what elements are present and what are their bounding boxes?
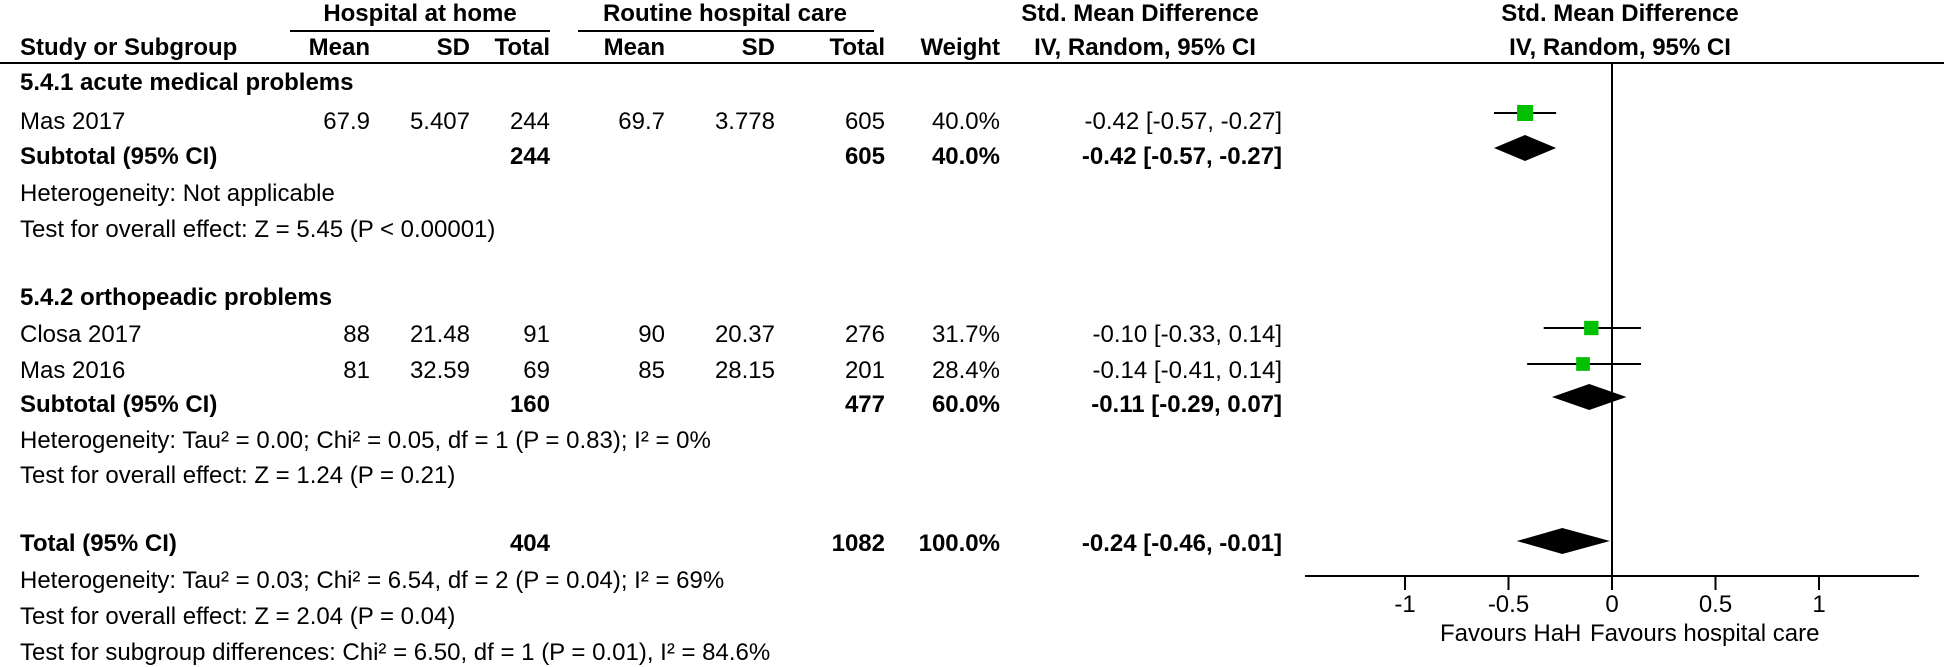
col-header-total-hah: Total bbox=[494, 34, 550, 61]
overall-effect-text: Test for overall effect: Z = 1.24 (P = 0… bbox=[20, 462, 456, 489]
x-axis-tick-label: -1 bbox=[1394, 591, 1415, 618]
study-mean-routine: 90 bbox=[638, 321, 665, 348]
subtotal-total-hah: 244 bbox=[509, 143, 550, 170]
study-name: Closa 2017 bbox=[20, 321, 142, 348]
study-mean-hah: 81 bbox=[343, 357, 370, 384]
study-sd-routine: 3.778 bbox=[714, 108, 775, 135]
study-ci: -0.10 [-0.33, 0.14] bbox=[1092, 321, 1282, 348]
subgroup-differences-text: Test for subgroup differences: Chi² = 6.… bbox=[20, 639, 771, 666]
study-weight: 40.0% bbox=[931, 108, 1000, 135]
study-sd-hah: 21.48 bbox=[409, 321, 470, 348]
study-weight: 31.7% bbox=[931, 321, 1000, 348]
study-total-hah: 244 bbox=[509, 108, 550, 135]
col-header-sd-hah: SD bbox=[436, 34, 470, 61]
study-name: Mas 2016 bbox=[20, 357, 126, 384]
study-sd-hah: 5.407 bbox=[409, 108, 470, 135]
subtotal-total-hah: 160 bbox=[509, 391, 550, 418]
subtotal-total-routine: 605 bbox=[844, 143, 885, 170]
study-weight: 28.4% bbox=[931, 357, 1000, 384]
header-divider bbox=[0, 62, 1944, 64]
group-header-std-mean-difference: Std. Mean Difference bbox=[1021, 0, 1259, 27]
plot-header-method: IV, Random, 95% CI bbox=[1509, 34, 1731, 61]
total-ci: -0.24 [-0.46, -0.01] bbox=[1081, 530, 1282, 557]
study-total-routine: 201 bbox=[844, 357, 885, 384]
total-weight: 100.0% bbox=[918, 530, 1000, 557]
heterogeneity-text: Heterogeneity: Tau² = 0.03; Chi² = 6.54,… bbox=[20, 567, 725, 594]
study-mean-routine: 69.7 bbox=[618, 108, 665, 135]
x-axis-tick-label: 0.5 bbox=[1699, 591, 1732, 618]
pooled-diamond bbox=[1494, 135, 1557, 161]
group-underline-hah bbox=[290, 30, 550, 32]
group-underline-routine bbox=[578, 30, 874, 32]
group-header-routine-hospital-care: Routine hospital care bbox=[602, 0, 848, 27]
col-header-sd-routine: SD bbox=[741, 34, 775, 61]
study-sd-routine: 28.15 bbox=[714, 357, 775, 384]
total-label: Total (95% CI) bbox=[20, 530, 177, 557]
favours-right-label: Favours hospital care bbox=[1590, 620, 1820, 647]
favours-left-label: Favours HaH bbox=[1440, 620, 1582, 647]
subtotal-weight: 60.0% bbox=[931, 391, 1000, 418]
x-axis-tick-label: 1 bbox=[1812, 591, 1825, 618]
x-axis-tick-label: 0 bbox=[1605, 591, 1618, 618]
study-mean-routine: 85 bbox=[638, 357, 665, 384]
heterogeneity-text: Heterogeneity: Not applicable bbox=[20, 180, 335, 207]
study-name: Mas 2017 bbox=[20, 108, 126, 135]
overall-effect-text: Test for overall effect: Z = 2.04 (P = 0… bbox=[20, 603, 456, 630]
study-point-marker bbox=[1576, 357, 1590, 371]
subtotal-label: Subtotal (95% CI) bbox=[20, 391, 218, 418]
study-sd-routine: 20.37 bbox=[714, 321, 775, 348]
total-total-hah: 404 bbox=[509, 530, 550, 557]
study-total-hah: 91 bbox=[523, 321, 550, 348]
col-header-total-routine: Total bbox=[829, 34, 885, 61]
study-total-routine: 605 bbox=[844, 108, 885, 135]
col-header-mean-hah: Mean bbox=[308, 34, 370, 61]
group-header-hospital-at-home: Hospital at home bbox=[323, 0, 517, 27]
study-mean-hah: 67.9 bbox=[323, 108, 370, 135]
subtotal-ci: -0.42 [-0.57, -0.27] bbox=[1081, 143, 1282, 170]
study-mean-hah: 88 bbox=[343, 321, 370, 348]
study-point-marker bbox=[1584, 320, 1599, 336]
col-header-mean-routine: Mean bbox=[603, 34, 665, 61]
study-total-routine: 276 bbox=[844, 321, 885, 348]
col-header-method: IV, Random, 95% CI bbox=[1034, 34, 1256, 61]
study-sd-hah: 32.59 bbox=[409, 357, 470, 384]
pooled-diamond bbox=[1551, 384, 1627, 410]
study-total-hah: 69 bbox=[523, 357, 550, 384]
col-header-weight: Weight bbox=[920, 34, 1000, 61]
plot-header-std-mean-difference: Std. Mean Difference bbox=[1501, 0, 1739, 27]
study-ci: -0.42 [-0.57, -0.27] bbox=[1084, 108, 1282, 135]
subgroup-title: 5.4.2 orthopeadic problems bbox=[20, 284, 333, 311]
pooled-diamond bbox=[1516, 528, 1610, 554]
col-header-study: Study or Subgroup bbox=[20, 34, 238, 61]
heterogeneity-text: Heterogeneity: Tau² = 0.00; Chi² = 0.05,… bbox=[20, 427, 711, 454]
subtotal-total-routine: 477 bbox=[844, 391, 885, 418]
subgroup-title: 5.4.1 acute medical problems bbox=[20, 69, 354, 96]
subtotal-weight: 40.0% bbox=[931, 143, 1000, 170]
study-ci: -0.14 [-0.41, 0.14] bbox=[1092, 357, 1282, 384]
study-point-marker bbox=[1517, 105, 1534, 121]
x-axis-tick-label: -0.5 bbox=[1488, 591, 1529, 618]
total-total-routine: 1082 bbox=[831, 530, 885, 557]
subtotal-ci: -0.11 [-0.29, 0.07] bbox=[1091, 391, 1282, 418]
overall-effect-text: Test for overall effect: Z = 5.45 (P < 0… bbox=[20, 216, 496, 243]
subtotal-label: Subtotal (95% CI) bbox=[20, 143, 218, 170]
